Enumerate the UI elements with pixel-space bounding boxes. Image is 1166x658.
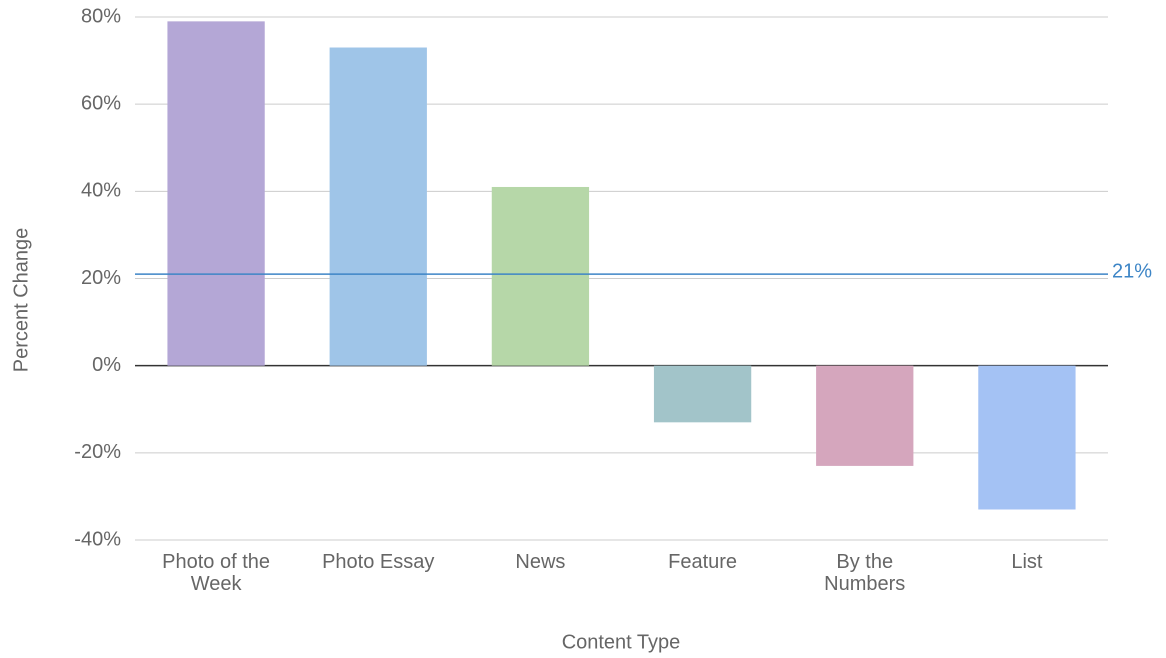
x-axis-label: Content Type xyxy=(562,631,681,653)
x-tick-label: News xyxy=(515,551,566,573)
bar xyxy=(653,365,752,423)
y-tick-label: -20% xyxy=(74,441,121,463)
y-tick-label: -40% xyxy=(74,528,121,550)
x-tick-label: Feature xyxy=(668,551,738,573)
y-tick-label: 60% xyxy=(81,92,121,114)
bar xyxy=(167,21,265,366)
y-tick-label: 20% xyxy=(81,267,121,289)
reference-label: 21% xyxy=(1112,260,1152,282)
bar xyxy=(329,47,427,366)
bar xyxy=(978,365,1076,510)
bar xyxy=(816,365,914,466)
x-tick-label: Photo of the Week xyxy=(162,551,271,595)
y-axis-label: Percent Change xyxy=(10,228,32,373)
y-tick-label: 40% xyxy=(81,180,121,202)
x-tick-label: List xyxy=(1011,551,1043,573)
x-tick-label: Photo Essay xyxy=(322,551,435,573)
y-tick-label: 80% xyxy=(81,5,121,27)
y-tick-label: 0% xyxy=(92,354,121,376)
x-tick-label: By the Numbers xyxy=(824,551,906,595)
bar xyxy=(491,186,590,366)
